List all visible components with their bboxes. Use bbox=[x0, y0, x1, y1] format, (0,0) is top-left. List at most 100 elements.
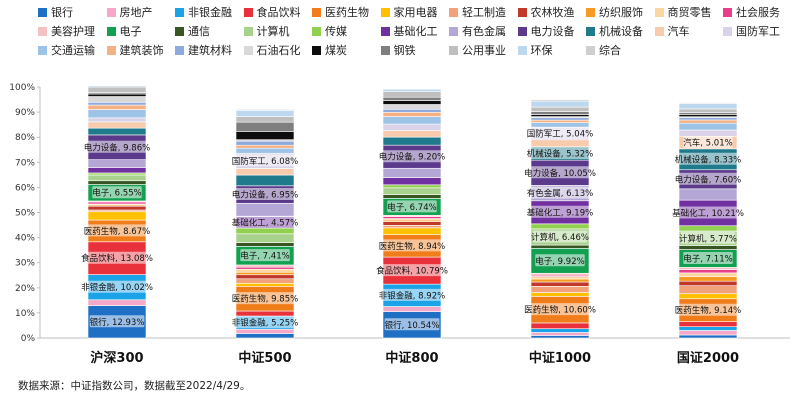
bar-segment bbox=[235, 328, 295, 334]
legend-label: 医药生物 bbox=[325, 6, 369, 19]
y-tick-label: 90% bbox=[15, 108, 35, 118]
data-label: 医药生物, 8.94% bbox=[379, 241, 445, 252]
legend-label: 煤炭 bbox=[325, 44, 347, 57]
data-label: 食品饮料, 13.08% bbox=[81, 253, 153, 264]
legend-swatch bbox=[106, 27, 116, 36]
legend-label: 建筑装饰 bbox=[119, 44, 164, 57]
legend-item: 非银金融 bbox=[175, 6, 232, 20]
data-label-bg bbox=[683, 251, 733, 264]
bar-segment bbox=[678, 245, 738, 250]
bar-segment bbox=[678, 326, 738, 331]
bar-segment bbox=[530, 278, 590, 283]
legend-item: 社会服务 bbox=[723, 6, 780, 20]
bar-segment bbox=[382, 187, 442, 195]
legend-item: 通信 bbox=[175, 25, 210, 39]
bar-segment bbox=[235, 140, 295, 146]
legend-swatch bbox=[38, 46, 47, 55]
legend-swatch bbox=[243, 8, 253, 17]
data-label: 计算机, 5.77% bbox=[679, 233, 737, 244]
bar-segment bbox=[87, 172, 147, 176]
legend-label: 社会服务 bbox=[736, 6, 780, 19]
y-tick-label: 0% bbox=[21, 334, 36, 344]
bar-segment bbox=[87, 121, 147, 129]
bar-segment bbox=[87, 180, 147, 185]
bar-segment bbox=[87, 109, 147, 119]
legend-swatch bbox=[586, 8, 595, 17]
legend-label: 建筑材料 bbox=[188, 44, 232, 57]
bar-segment bbox=[530, 139, 590, 148]
legend-swatch bbox=[449, 46, 458, 55]
legend-swatch bbox=[517, 8, 527, 17]
bar-segment bbox=[87, 159, 147, 168]
data-label-bg bbox=[84, 280, 150, 293]
legend-swatch bbox=[586, 27, 595, 36]
legend-label: 家用电器 bbox=[393, 6, 438, 19]
y-tick-label: 40% bbox=[15, 234, 35, 244]
data-label: 国防军工, 5.04% bbox=[527, 128, 593, 139]
data-label-bg bbox=[240, 249, 290, 262]
legend-item: 石油石化 bbox=[243, 44, 301, 58]
data-label: 非银金融, 8.92% bbox=[379, 290, 445, 301]
bar-segment bbox=[678, 112, 738, 115]
bar-segment bbox=[235, 110, 295, 117]
bar-segment bbox=[530, 119, 590, 123]
bar-segment bbox=[530, 332, 590, 336]
bar-segment bbox=[382, 91, 442, 98]
bar-segment bbox=[235, 278, 295, 284]
bar-segment bbox=[235, 227, 295, 235]
bar-segment bbox=[678, 119, 738, 124]
data-label-bg bbox=[384, 318, 440, 331]
bar-segment bbox=[382, 96, 442, 101]
legend-label: 食品饮料 bbox=[256, 6, 301, 19]
bar-segment bbox=[530, 122, 590, 128]
legend-swatch bbox=[175, 27, 184, 36]
legend-swatch bbox=[175, 8, 184, 17]
data-label: 电力设备, 7.60% bbox=[675, 174, 741, 185]
bar-segment bbox=[530, 281, 590, 287]
legend-label: 纺织服饰 bbox=[599, 6, 643, 19]
bar-segment bbox=[678, 108, 738, 113]
bar-segment bbox=[382, 108, 442, 113]
bar-segment bbox=[678, 122, 738, 131]
y-tick-label: 10% bbox=[15, 309, 35, 319]
legend-swatch bbox=[380, 27, 390, 36]
legend-swatch bbox=[723, 8, 732, 17]
legend-label: 环保 bbox=[530, 44, 553, 57]
data-label: 银行, 12.93% bbox=[90, 317, 145, 328]
data-label-bg bbox=[532, 230, 588, 243]
bar-segment bbox=[382, 167, 442, 178]
data-label: 非银金融, 5.25% bbox=[232, 318, 298, 329]
bar-segment bbox=[530, 322, 590, 330]
bar-segment bbox=[235, 274, 295, 280]
bar-segment bbox=[530, 285, 590, 293]
legend-item: 建筑装饰 bbox=[106, 44, 164, 58]
data-label: 电子, 6.74% bbox=[387, 202, 436, 213]
bar-segment bbox=[235, 333, 295, 339]
data-label-bg bbox=[382, 150, 442, 163]
legend-swatch bbox=[517, 46, 527, 55]
legend-label: 轻工制造 bbox=[462, 6, 506, 19]
bar-segment bbox=[530, 292, 590, 297]
legend-label: 非银金融 bbox=[188, 6, 232, 19]
data-label-bg bbox=[678, 303, 738, 316]
data-label: 电力设备, 9.20% bbox=[379, 152, 445, 163]
legend-swatch bbox=[312, 46, 321, 55]
data-label: 医药生物, 8.67% bbox=[84, 226, 150, 237]
legend-label: 国防军工 bbox=[736, 25, 780, 38]
data-label: 机械设备, 8.33% bbox=[675, 154, 741, 165]
data-label-bg bbox=[235, 316, 295, 329]
data-label: 机械设备, 5.32% bbox=[527, 148, 593, 159]
legend-item: 电子 bbox=[106, 25, 142, 39]
legend-label: 农林牧渔 bbox=[530, 6, 575, 19]
x-category-label: 中证500 bbox=[238, 350, 291, 366]
data-label-bg bbox=[235, 154, 295, 167]
data-label: 食品饮料, 10.79% bbox=[376, 266, 448, 277]
data-label-bg bbox=[235, 188, 295, 201]
data-label-bg bbox=[675, 206, 741, 219]
bar-segment bbox=[87, 86, 147, 93]
legend-label: 电力设备 bbox=[530, 25, 575, 38]
data-label: 基础化工, 4.57% bbox=[232, 217, 298, 228]
data-label: 电子, 7.11% bbox=[683, 253, 732, 264]
data-label: 银行, 10.54% bbox=[385, 320, 440, 331]
bar-segment bbox=[678, 102, 738, 104]
